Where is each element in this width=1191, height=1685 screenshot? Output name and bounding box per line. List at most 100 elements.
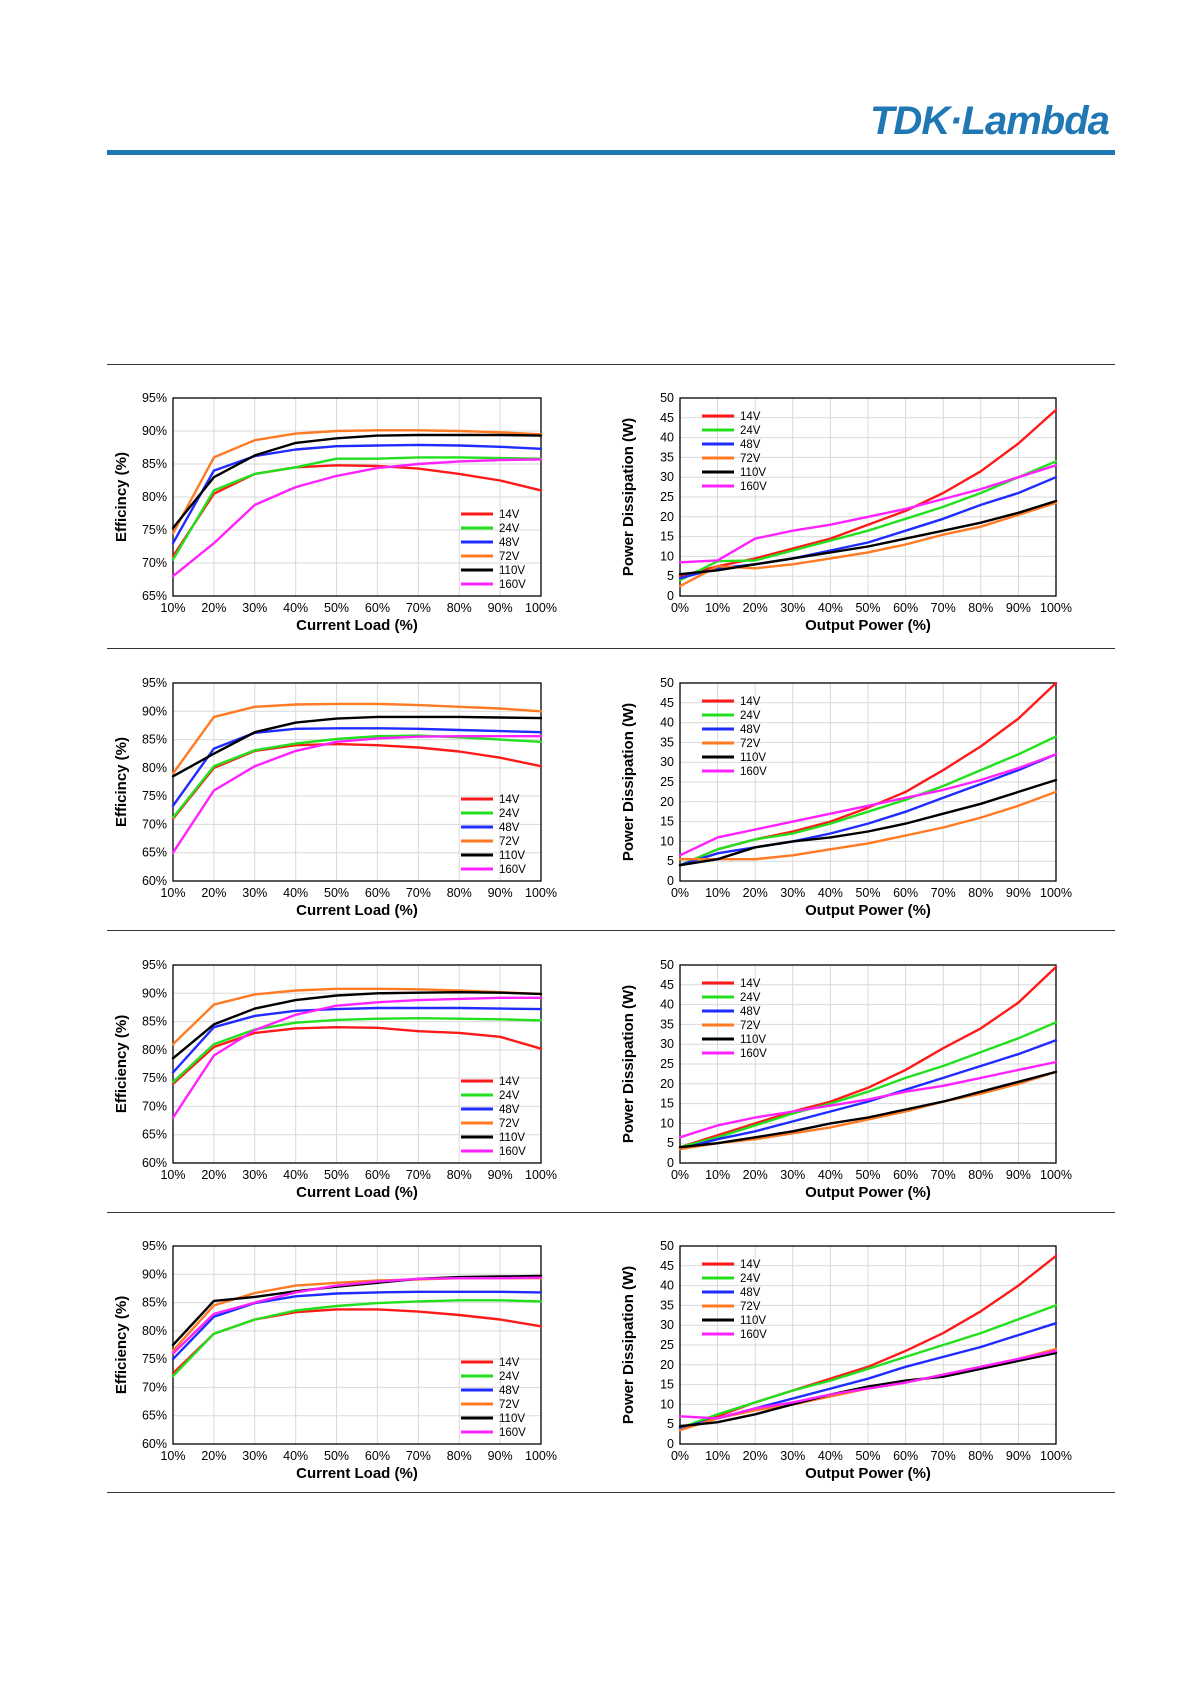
x-tick-label: 10% xyxy=(160,886,185,900)
x-tick-label: 40% xyxy=(818,601,843,615)
legend-label-48V: 48V xyxy=(499,822,520,834)
y-tick-label: 60% xyxy=(142,1437,167,1451)
series-line-48V xyxy=(678,753,1058,867)
series-line-48V xyxy=(171,1006,543,1074)
series-line-160V xyxy=(171,458,543,578)
legend-label-24V: 24V xyxy=(740,425,761,437)
series-line-24V xyxy=(171,456,543,561)
x-axis-title: Output Power (%) xyxy=(805,617,931,634)
y-tick-label: 5 xyxy=(667,1136,674,1150)
series-line-24V xyxy=(171,1299,543,1378)
x-tick-label: 30% xyxy=(780,601,805,615)
x-tick-label: 100% xyxy=(1040,601,1072,615)
y-tick-label: 20 xyxy=(660,795,674,809)
dissipation-chart-2: 0 5 10 15 20 25 30 35 40 45 50 0% 10% 20% 30% 40% 50% 60%… xyxy=(620,676,1072,919)
x-tick-label: 90% xyxy=(1006,601,1031,615)
series-line-110V xyxy=(678,1070,1058,1149)
y-tick-label: 45 xyxy=(660,1259,674,1273)
series-line-14V xyxy=(678,965,1058,1149)
series-line-160V xyxy=(171,996,543,1119)
series-line-48V xyxy=(171,443,543,545)
y-tick-label: 75% xyxy=(142,1352,167,1366)
legend-label-14V: 14V xyxy=(499,1076,520,1088)
y-tick-label: 0 xyxy=(667,1437,674,1451)
plot-frame xyxy=(679,1245,1057,1445)
legend: 14V 24V 48V 72V 110V 160V xyxy=(461,794,526,876)
dissipation-chart-4: 0 5 10 15 20 25 30 35 40 45 50 0% 10% 20% 30% 40% 50% 60%… xyxy=(620,1239,1072,1482)
legend-label-48V: 48V xyxy=(740,1287,761,1299)
legend-label-24V: 24V xyxy=(499,1090,520,1102)
x-tick-label: 70% xyxy=(931,601,956,615)
y-tick-label: 50 xyxy=(660,1239,674,1253)
x-tick-label: 90% xyxy=(488,886,513,900)
series-line-110V xyxy=(678,499,1058,576)
x-tick-label: 90% xyxy=(488,1449,513,1463)
x-tick-label: 80% xyxy=(447,1168,472,1182)
x-tick-label: 10% xyxy=(160,1168,185,1182)
x-tick-label: 50% xyxy=(855,1168,880,1182)
y-tick-label: 10 xyxy=(660,834,674,848)
series-line-24V xyxy=(678,460,1058,582)
legend-label-110V: 110V xyxy=(499,850,525,862)
y-tick-label: 5 xyxy=(667,854,674,868)
legend-label-24V: 24V xyxy=(740,992,761,1004)
plot-frame xyxy=(679,397,1057,597)
x-tick-label: 20% xyxy=(201,601,226,615)
y-tick-label: 70% xyxy=(142,556,167,570)
x-tick-label: 50% xyxy=(324,886,349,900)
y-tick-label: 35 xyxy=(660,450,674,464)
series-line-110V xyxy=(171,433,543,530)
legend-label-48V: 48V xyxy=(499,1385,520,1397)
legend-label-160V: 160V xyxy=(740,766,767,778)
legend-label-72V: 72V xyxy=(740,738,761,750)
y-axis-title: Efficincy (%) xyxy=(113,452,130,542)
x-tick-label: 70% xyxy=(931,886,956,900)
y-tick-label: 30 xyxy=(660,755,674,769)
x-axis-title: Current Load (%) xyxy=(296,617,418,634)
series-line-72V xyxy=(678,790,1058,861)
legend: 14V 24V 48V 72V 110V 160V xyxy=(702,978,767,1060)
series-line-110V xyxy=(171,715,543,778)
legend-label-72V: 72V xyxy=(499,836,520,848)
tdk-lambda-logo: TDK·Lambda xyxy=(870,99,1111,143)
legend: 14V 24V 48V 72V 110V 160V xyxy=(461,1076,526,1158)
x-tick-label: 40% xyxy=(283,1168,308,1182)
y-tick-label: 15 xyxy=(660,1097,674,1111)
x-tick-label: 100% xyxy=(1040,886,1072,900)
row-divider xyxy=(107,1492,1115,1493)
legend-label-48V: 48V xyxy=(740,724,761,736)
x-tick-label: 80% xyxy=(968,601,993,615)
y-tick-label: 95% xyxy=(142,958,167,972)
x-tick-label: 50% xyxy=(855,886,880,900)
x-tick-label: 20% xyxy=(201,886,226,900)
legend-label-24V: 24V xyxy=(499,523,520,535)
y-tick-label: 85% xyxy=(142,1296,167,1310)
y-tick-label: 5 xyxy=(667,569,674,583)
y-tick-label: 95% xyxy=(142,1239,167,1253)
x-tick-label: 80% xyxy=(968,886,993,900)
grid xyxy=(172,1245,542,1445)
y-tick-label: 0 xyxy=(667,1156,674,1170)
y-axis-title: Efficincy (%) xyxy=(113,737,130,827)
x-axis-title: Output Power (%) xyxy=(805,1184,931,1201)
x-tick-label: 90% xyxy=(488,601,513,615)
x-tick-label: 0% xyxy=(671,1449,689,1463)
x-tick-label: 20% xyxy=(743,601,768,615)
plot-frame xyxy=(172,964,542,1164)
x-tick-label: 10% xyxy=(160,601,185,615)
legend-label-160V: 160V xyxy=(740,1048,767,1060)
x-tick-label: 20% xyxy=(743,1168,768,1182)
series-line-72V xyxy=(678,1070,1058,1151)
y-axis-title: Power Dissipation (W) xyxy=(620,418,637,576)
y-tick-label: 90% xyxy=(142,424,167,438)
y-tick-label: 30 xyxy=(660,470,674,484)
y-tick-label: 60% xyxy=(142,1156,167,1170)
x-tick-label: 70% xyxy=(406,886,431,900)
series-line-110V xyxy=(171,991,543,1060)
legend-label-24V: 24V xyxy=(499,808,520,820)
y-tick-label: 50 xyxy=(660,958,674,972)
y-tick-label: 80% xyxy=(142,490,167,504)
x-tick-label: 80% xyxy=(968,1449,993,1463)
y-tick-label: 25 xyxy=(660,1057,674,1071)
y-tick-label: 45 xyxy=(660,696,674,710)
